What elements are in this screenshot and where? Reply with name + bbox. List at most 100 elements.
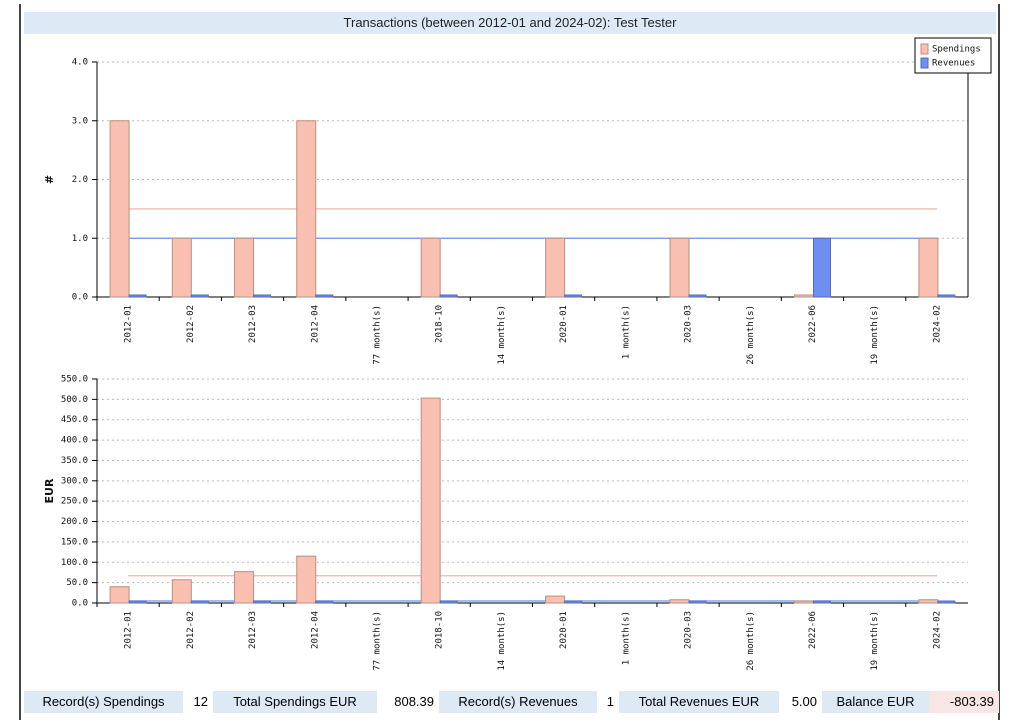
summary-label: Record(s) Revenues bbox=[439, 691, 597, 713]
bar bbox=[315, 294, 334, 298]
bar bbox=[669, 237, 690, 298]
bar bbox=[918, 599, 939, 604]
x-tick-label: 2012-03 bbox=[248, 611, 258, 649]
bar bbox=[109, 120, 130, 298]
bar bbox=[190, 600, 209, 604]
y-tick-label: 1.0 bbox=[72, 234, 88, 244]
x-tick-label: 77 month(s) bbox=[372, 305, 382, 365]
bar bbox=[171, 579, 192, 604]
x-tick-label: 26 month(s) bbox=[746, 611, 756, 671]
bar bbox=[439, 294, 458, 298]
x-tick-label: 2012-02 bbox=[186, 611, 196, 649]
y-tick-label: 200.0 bbox=[61, 517, 88, 527]
bar bbox=[545, 237, 566, 298]
frame bbox=[19, 4, 1000, 720]
bar bbox=[253, 600, 272, 604]
x-tick-label: 77 month(s) bbox=[372, 611, 382, 671]
x-tick-label: 2012-02 bbox=[186, 305, 196, 343]
y-tick-label: 50.0 bbox=[66, 578, 88, 588]
bar bbox=[234, 571, 255, 604]
bar bbox=[688, 600, 707, 604]
y-axis-label: EUR bbox=[43, 478, 56, 503]
bar bbox=[128, 294, 147, 298]
x-tick-label: 2012-01 bbox=[124, 611, 134, 649]
x-tick-label: 2020-03 bbox=[684, 305, 694, 343]
y-tick-label: 500.0 bbox=[61, 395, 88, 405]
legend: Spendings Revenues bbox=[914, 37, 992, 74]
bar bbox=[296, 555, 317, 604]
x-tick-label: 2020-01 bbox=[559, 611, 569, 649]
summary-label: Total Revenues EUR bbox=[619, 691, 779, 713]
x-tick-label: 1 month(s) bbox=[621, 611, 631, 665]
summary-label: Balance EUR bbox=[822, 691, 929, 713]
y-tick-label: 150.0 bbox=[61, 537, 88, 547]
bar bbox=[669, 599, 690, 604]
y-tick-label: 550.0 bbox=[61, 375, 88, 385]
report-title: Transactions (between 2012-01 and 2024-0… bbox=[24, 12, 996, 34]
bar bbox=[296, 120, 317, 298]
bar bbox=[128, 600, 147, 604]
x-tick-label: 26 month(s) bbox=[746, 305, 756, 365]
y-axis-label: # bbox=[43, 175, 56, 184]
x-tick-label: 14 month(s) bbox=[497, 305, 507, 365]
y-tick-label: 0.0 bbox=[72, 293, 88, 303]
bar bbox=[420, 397, 441, 604]
bar bbox=[564, 294, 583, 298]
x-tick-label: 2020-03 bbox=[684, 611, 694, 649]
legend-label: Spendings bbox=[932, 45, 981, 55]
y-tick-label: 250.0 bbox=[61, 497, 88, 507]
summary-value: 808.39 bbox=[377, 691, 439, 713]
x-tick-label: 2022-06 bbox=[808, 305, 818, 343]
charts: 0.0 1.0 2.0 3.0 4.0 #2012-01 2012-02 2012-03 201… bbox=[43, 37, 992, 671]
x-tick-label: 2012-03 bbox=[248, 305, 258, 343]
summary-value: 5.00 bbox=[779, 691, 822, 713]
x-tick-label: 2012-01 bbox=[124, 305, 134, 343]
x-tick-label: 2024-02 bbox=[932, 305, 942, 343]
bar bbox=[253, 294, 272, 298]
x-tick-label: 2012-04 bbox=[310, 611, 320, 649]
bar bbox=[937, 294, 956, 298]
bar bbox=[812, 237, 831, 298]
x-tick-label: 2018-10 bbox=[435, 611, 445, 649]
bar bbox=[420, 237, 441, 298]
y-tick-label: 350.0 bbox=[61, 456, 88, 466]
y-tick-label: 450.0 bbox=[61, 415, 88, 425]
bar bbox=[688, 294, 707, 298]
summary-value: -803.39 bbox=[929, 691, 999, 713]
x-tick-label: 14 month(s) bbox=[497, 611, 507, 671]
bar bbox=[171, 237, 192, 298]
bar bbox=[812, 600, 831, 604]
bar bbox=[315, 600, 334, 604]
x-tick-label: 19 month(s) bbox=[870, 611, 880, 671]
bar bbox=[545, 595, 566, 604]
bar bbox=[793, 294, 814, 298]
summary-value: 12 bbox=[183, 691, 213, 713]
x-tick-label: 2012-04 bbox=[310, 305, 320, 343]
x-tick-label: 19 month(s) bbox=[870, 305, 880, 365]
legend-swatch bbox=[920, 43, 929, 55]
y-tick-label: 3.0 bbox=[72, 116, 88, 126]
bar bbox=[234, 237, 255, 298]
x-tick-label: 2022-06 bbox=[808, 611, 818, 649]
legend-label: Revenues bbox=[932, 59, 975, 69]
summary: Record(s) Spendings 12 Total Spendings EUR… bbox=[24, 691, 1000, 713]
bar bbox=[564, 600, 583, 604]
legend-swatch bbox=[920, 57, 929, 69]
y-tick-label: 0.0 bbox=[72, 599, 88, 609]
bar bbox=[918, 237, 939, 298]
bar bbox=[793, 600, 814, 604]
x-tick-label: 2024-02 bbox=[932, 611, 942, 649]
x-tick-label: 2020-01 bbox=[559, 305, 569, 343]
y-tick-label: 4.0 bbox=[72, 58, 88, 68]
summary-label: Record(s) Spendings bbox=[24, 691, 183, 713]
bar bbox=[439, 600, 458, 604]
y-tick-label: 100.0 bbox=[61, 558, 88, 568]
summary-label: Total Spendings EUR bbox=[213, 691, 377, 713]
bar bbox=[190, 294, 209, 298]
x-tick-label: 2018-10 bbox=[435, 305, 445, 343]
y-tick-label: 300.0 bbox=[61, 476, 88, 486]
bar bbox=[937, 600, 956, 604]
bar bbox=[109, 586, 130, 604]
summary-value: 1 bbox=[597, 691, 619, 713]
